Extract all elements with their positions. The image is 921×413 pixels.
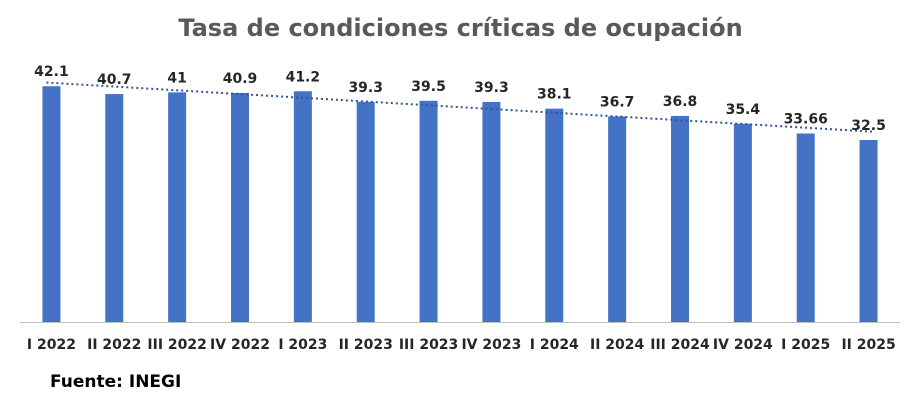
category-labels-group: I 2022 II 2022 III 2022 IV 2022 I 2023 II 202… — [27, 337, 896, 353]
category-label: I 2022 — [27, 337, 76, 353]
category-label: II 2023 — [339, 337, 393, 353]
source-note: Fuente: INEGI — [50, 372, 182, 392]
bars-group — [42, 86, 878, 323]
category-label: III 2023 — [399, 337, 458, 353]
value-label: 41.2 — [286, 69, 321, 85]
category-label: II 2025 — [841, 337, 895, 353]
value-label: 41 — [167, 70, 186, 86]
value-label: 36.8 — [663, 94, 698, 110]
bar — [482, 101, 501, 322]
bar — [105, 94, 124, 322]
value-label: 39.3 — [474, 80, 509, 96]
value-label: 38.1 — [537, 87, 572, 103]
category-label: IV 2022 — [210, 337, 270, 353]
category-label: II 2022 — [87, 337, 141, 353]
value-label: 35.4 — [726, 102, 761, 118]
bar — [293, 91, 312, 322]
chart-title: Tasa de condiciones críticas de ocupació… — [178, 14, 743, 42]
category-label: II 2024 — [590, 337, 645, 353]
value-label: 40.9 — [223, 71, 258, 87]
trendline — [46, 81, 874, 133]
value-label: 32.5 — [851, 118, 886, 134]
value-label: 42.1 — [34, 64, 69, 80]
bar — [356, 101, 375, 322]
category-label: I 2023 — [278, 337, 327, 353]
bar — [796, 133, 815, 322]
bar — [733, 123, 752, 322]
value-label: 40.7 — [97, 72, 132, 88]
category-label: IV 2024 — [713, 337, 773, 353]
bar — [545, 108, 564, 322]
category-label: III 2022 — [147, 337, 206, 353]
bar — [231, 92, 249, 323]
value-label: 39.3 — [348, 80, 383, 96]
value-label: 36.7 — [600, 94, 635, 110]
bar — [671, 115, 689, 322]
category-label: I 2025 — [781, 337, 830, 353]
bar — [419, 100, 438, 322]
category-label: I 2024 — [530, 337, 579, 353]
bar — [168, 92, 187, 323]
category-label: IV 2023 — [461, 337, 521, 353]
bar — [608, 116, 627, 322]
value-labels-group: 42.1 40.7 41 40.9 41.2 39.3 39.5 39.3 38.1 36.7 36… — [34, 64, 886, 134]
value-label: 33.66 — [784, 112, 828, 128]
value-label: 39.5 — [411, 79, 446, 95]
category-label: III 2024 — [650, 337, 710, 353]
bar — [859, 140, 878, 322]
bar — [42, 86, 61, 323]
